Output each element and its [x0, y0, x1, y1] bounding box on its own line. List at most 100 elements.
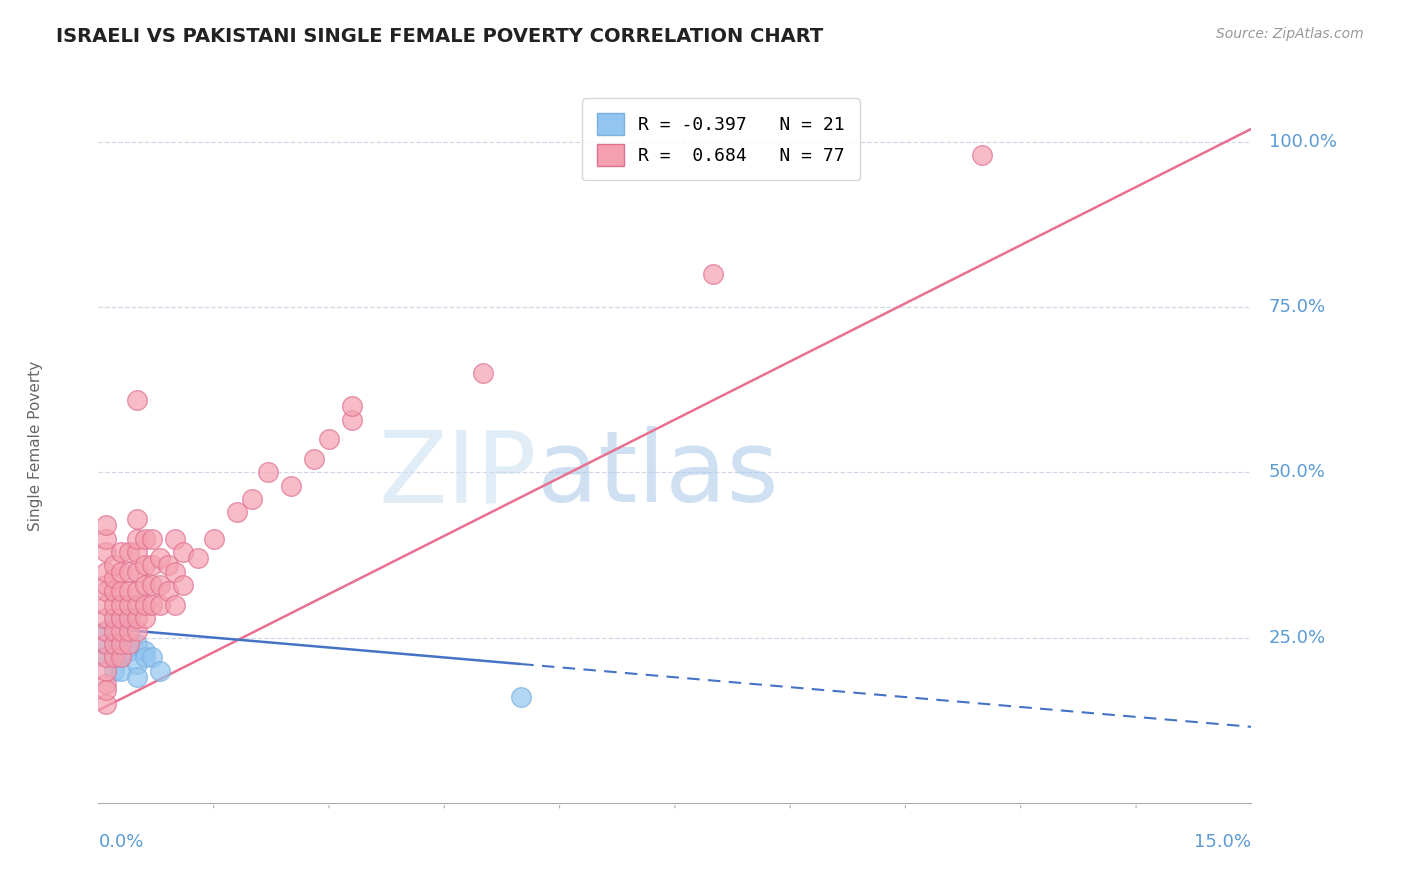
Point: [141, 578, 163, 592]
Point: [110, 637, 132, 651]
Point: [94, 611, 117, 625]
Point: [110, 624, 132, 638]
Point: [118, 584, 141, 599]
Point: [103, 571, 125, 585]
Point: [125, 565, 148, 579]
Point: [165, 598, 187, 612]
Point: [125, 532, 148, 546]
Point: [125, 545, 148, 559]
Point: [103, 644, 125, 658]
Point: [118, 624, 141, 638]
Point: [172, 578, 194, 592]
Point: [118, 637, 141, 651]
Point: [187, 551, 209, 566]
Legend: R = -0.397   N = 21, R =  0.684   N = 77: R = -0.397 N = 21, R = 0.684 N = 77: [582, 98, 859, 180]
Text: 50.0%: 50.0%: [1268, 464, 1326, 482]
Point: [134, 578, 156, 592]
Point: [125, 511, 148, 525]
Point: [134, 611, 156, 625]
Point: [103, 664, 125, 678]
Point: [972, 148, 994, 162]
Point: [149, 598, 172, 612]
Point: [94, 545, 117, 559]
Point: [165, 532, 187, 546]
Point: [340, 412, 363, 426]
Point: [125, 657, 148, 671]
Point: [110, 650, 132, 665]
Text: Single Female Poverty: Single Female Poverty: [28, 361, 42, 531]
Point: [125, 392, 148, 407]
Point: [125, 637, 148, 651]
Text: 25.0%: 25.0%: [1268, 629, 1326, 647]
Point: [94, 578, 117, 592]
Point: [110, 650, 132, 665]
Point: [302, 452, 325, 467]
Point: [110, 637, 132, 651]
Point: [110, 598, 132, 612]
Point: [141, 532, 163, 546]
Point: [94, 624, 117, 638]
Point: [110, 545, 132, 559]
Point: [103, 624, 125, 638]
Point: [280, 478, 302, 492]
Point: [165, 565, 187, 579]
Point: [125, 670, 148, 684]
Point: [340, 400, 363, 414]
Point: [149, 551, 172, 566]
Point: [141, 598, 163, 612]
Point: [94, 650, 117, 665]
Point: [94, 637, 117, 651]
Text: ZIP: ZIP: [378, 426, 537, 523]
Point: [510, 690, 533, 704]
Point: [94, 624, 117, 638]
Point: [202, 532, 225, 546]
Text: Source: ZipAtlas.com: Source: ZipAtlas.com: [1216, 27, 1364, 41]
Point: [240, 491, 263, 506]
Point: [134, 644, 156, 658]
Point: [103, 650, 125, 665]
Point: [94, 697, 117, 711]
Point: [156, 584, 179, 599]
Point: [172, 545, 194, 559]
Point: [134, 650, 156, 665]
Point: [103, 631, 125, 645]
Point: [125, 584, 148, 599]
Point: [225, 505, 247, 519]
Point: [125, 624, 148, 638]
Point: [94, 637, 117, 651]
Point: [134, 598, 156, 612]
Point: [103, 558, 125, 572]
Point: [94, 518, 117, 533]
Point: [103, 617, 125, 632]
Point: [256, 466, 278, 480]
Point: [94, 584, 117, 599]
Point: [110, 664, 132, 678]
Point: [110, 617, 132, 632]
Point: [149, 578, 172, 592]
Point: [125, 598, 148, 612]
Point: [118, 598, 141, 612]
Point: [103, 598, 125, 612]
Point: [94, 677, 117, 691]
Text: 100.0%: 100.0%: [1268, 133, 1337, 151]
Point: [110, 565, 132, 579]
Text: ISRAELI VS PAKISTANI SINGLE FEMALE POVERTY CORRELATION CHART: ISRAELI VS PAKISTANI SINGLE FEMALE POVER…: [56, 27, 824, 45]
Point: [141, 558, 163, 572]
Point: [94, 565, 117, 579]
Point: [103, 584, 125, 599]
Point: [118, 565, 141, 579]
Point: [94, 683, 117, 698]
Point: [110, 611, 132, 625]
Point: [94, 664, 117, 678]
Point: [149, 664, 172, 678]
Point: [103, 611, 125, 625]
Point: [134, 532, 156, 546]
Text: 75.0%: 75.0%: [1268, 298, 1326, 317]
Point: [134, 558, 156, 572]
Point: [118, 644, 141, 658]
Point: [118, 611, 141, 625]
Point: [118, 545, 141, 559]
Point: [471, 367, 494, 381]
Point: [118, 611, 141, 625]
Point: [702, 267, 724, 281]
